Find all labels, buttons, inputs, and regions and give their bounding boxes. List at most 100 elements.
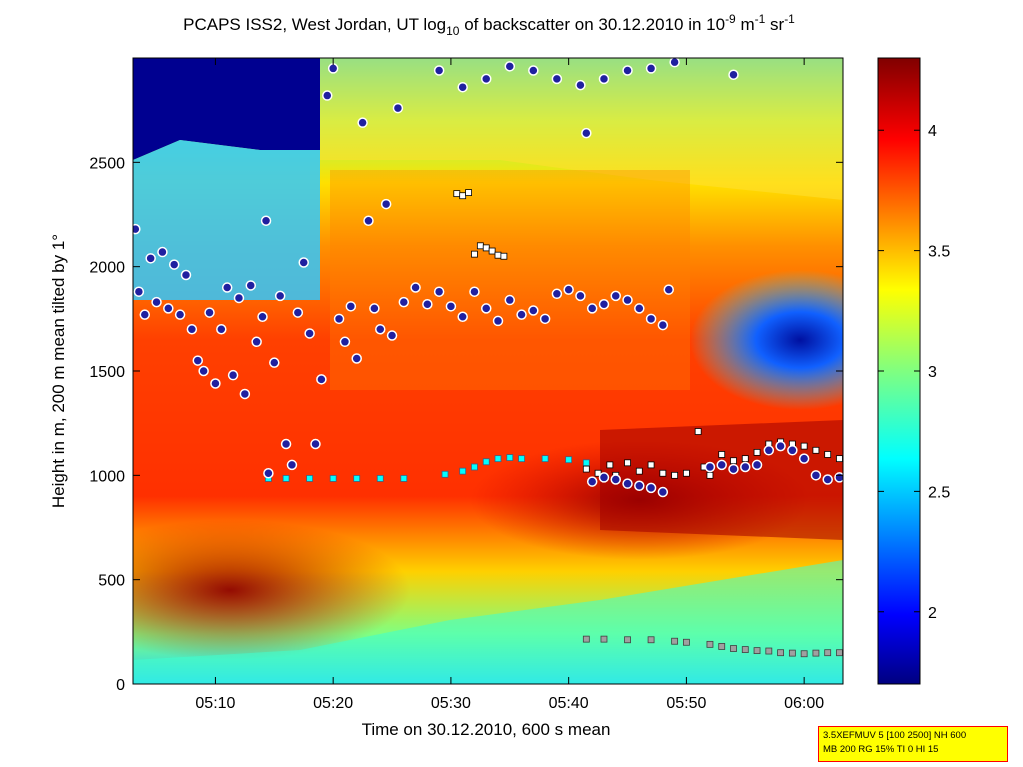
y-tick-label: 1000 [89,468,125,485]
blue-marker [245,280,256,291]
blue-marker [263,467,274,479]
blue-marker [480,73,492,85]
blue-marker [192,355,204,366]
blue-marker [669,58,680,68]
cyan-marker [506,454,514,461]
white-marker [824,451,832,458]
x-axis-label: Time on 30.12.2010, 600 s mean [362,720,611,739]
blue-marker [775,440,786,452]
blue-marker [622,478,633,489]
gray-marker [836,649,843,657]
blue-marker [575,79,586,91]
blue-marker [634,303,645,314]
title-part-3: -9 [725,12,736,26]
gray-marker [753,647,761,655]
blue-marker [133,286,145,297]
blue-marker [410,282,421,293]
blue-marker [634,480,645,492]
title-part-5: -1 [755,12,766,26]
blue-marker [539,313,551,325]
blue-marker [704,461,716,473]
cyan-marker [494,455,502,463]
white-marker [465,189,472,196]
blue-marker [822,474,833,485]
y-axis-label: Height in m, 200 m mean tilted by 1° [49,234,68,508]
cyan-marker [582,459,590,467]
blue-marker [168,259,180,270]
blue-marker [622,294,633,306]
blue-marker [186,324,198,335]
blue-marker [751,459,763,471]
blue-marker [139,309,151,320]
blue-marker [363,215,374,227]
blue-marker [369,303,380,314]
title-part-2: of backscatter on 30.12.2010 in 10 [459,15,725,34]
blue-marker [333,313,345,325]
x-tick-label: 05:40 [549,695,589,712]
blue-marker [239,388,251,400]
white-marker [836,455,843,463]
blue-marker [645,63,657,74]
colorbar-tick-label: 3 [928,364,937,381]
blue-marker [586,476,598,487]
y-tick-label: 2000 [89,260,125,277]
gray-marker [777,649,784,657]
blue-marker [251,336,262,348]
blue-marker [280,438,292,450]
y-tick-label: 0 [116,677,125,694]
gray-marker [730,645,737,652]
blue-marker [216,324,227,335]
title-part-7: -1 [784,12,795,26]
blue-marker [740,461,751,473]
blue-marker [345,301,357,312]
colorbar: 2 2.5 3 3.5 4 [877,57,950,685]
title-part-4: m [736,15,755,34]
cyan-marker [459,467,467,475]
blue-marker [528,305,539,316]
white-marker [606,461,614,469]
gray-marker [741,646,749,653]
blue-marker [357,117,368,128]
blue-marker [663,284,674,295]
cyan-marker [376,475,384,482]
gray-marker [800,650,808,658]
white-marker [582,465,590,473]
blue-marker [257,311,268,322]
blue-marker [480,303,492,314]
title-part-6: sr [765,15,784,34]
gray-marker [812,649,820,657]
blue-marker [610,474,622,485]
cyan-marker [306,475,314,482]
blue-marker [260,215,272,227]
blue-marker [316,374,327,385]
x-tick-label: 06:00 [784,695,824,712]
blue-marker [274,290,286,302]
blue-marker [598,73,610,85]
white-marker [500,252,508,260]
white-marker [494,251,502,259]
cyan-marker [400,475,408,482]
chart-title: PCAPS ISS2, West Jordan, UT log10 of bac… [183,12,795,38]
blue-marker [157,246,168,258]
blue-marker [269,357,280,368]
white-marker [635,467,643,475]
blue-marker [310,438,321,450]
blue-marker [622,65,633,76]
info-line-1: 3.5XEFMUV 5 [100 2500] NH 600 [823,730,967,741]
white-marker [730,457,737,465]
blue-marker [586,303,598,314]
title-part-0: PCAPS ISS2, West Jordan, UT log [183,15,446,34]
blue-marker [351,353,362,364]
colorbar-tick-label: 2 [928,605,937,622]
white-marker [453,190,461,198]
gray-marker [600,635,608,643]
cyan-marker [329,475,337,482]
blue-marker [380,198,392,210]
gray-marker [624,636,631,644]
blue-marker [151,296,162,308]
x-tick-label: 05:10 [195,695,235,712]
y-tick-label: 1500 [89,364,125,381]
blue-marker [504,61,516,72]
blue-marker [180,269,192,281]
